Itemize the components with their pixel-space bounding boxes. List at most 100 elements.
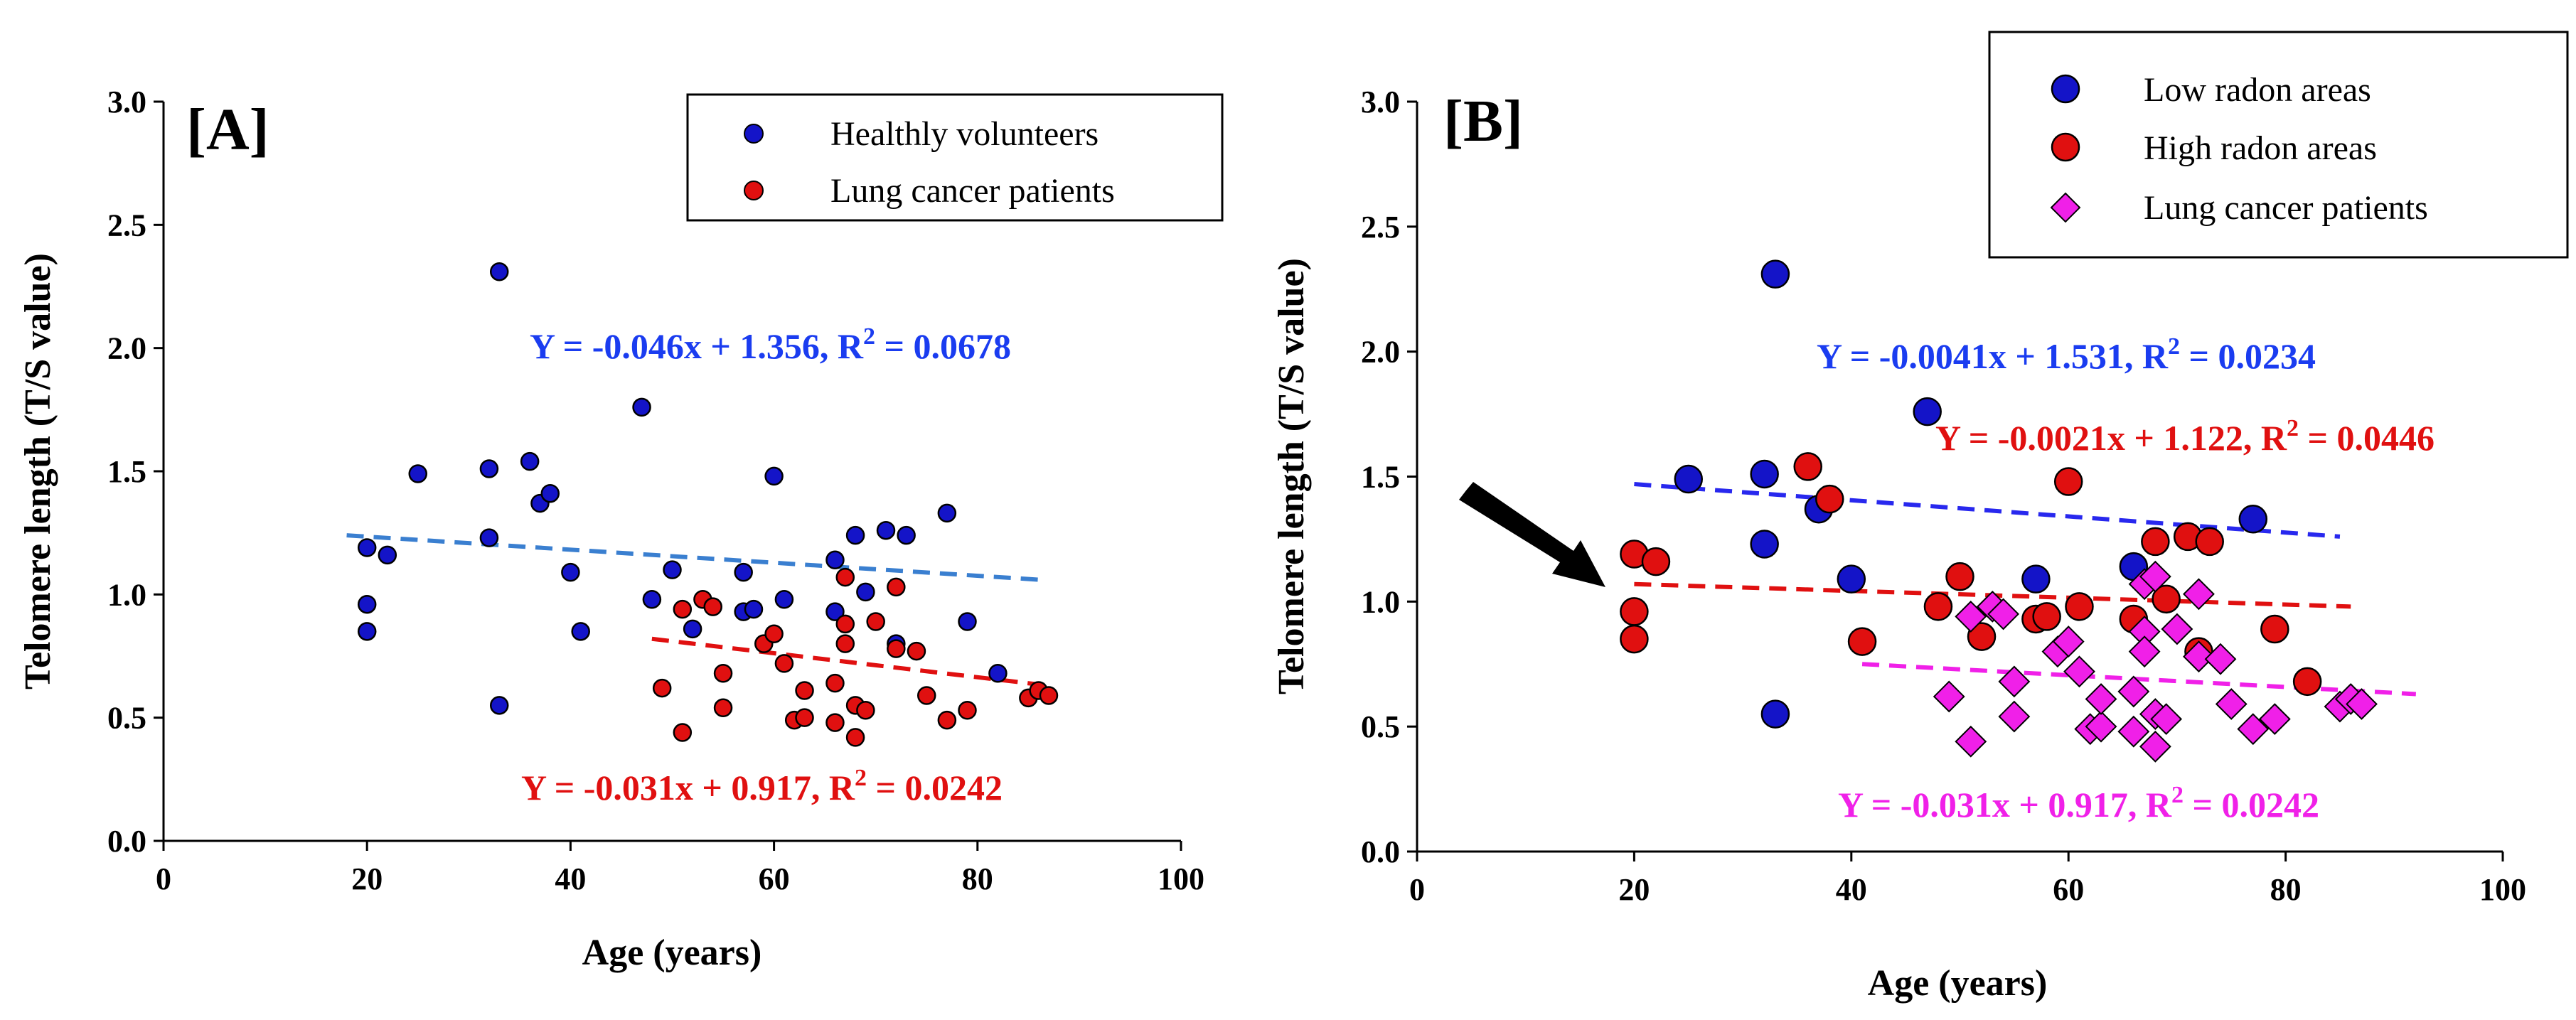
panel-a-series-1-point [825,673,845,693]
legend-healthy-marker [744,124,764,144]
panel-a-series-1-point [835,634,855,653]
panel-b-series-2-point [1955,725,1987,758]
panel-b-series-0-point [1760,699,1790,729]
panel-b-series-2-point [2183,640,2215,673]
panel-a-series-0-point [856,582,875,602]
panel-b-series-1-point [2292,667,2322,697]
panel-a-series-1-point [673,723,693,742]
legend-high-radon-marker [2051,132,2080,162]
panel-a-series-0-point [958,612,977,631]
panel-a-y-tick-label: 1.5 [107,454,146,489]
panel-a-series-1-point [845,728,865,747]
panel-a-y-tick-label: 3.0 [107,85,146,119]
panel-b-x-tick-label: 0 [1409,872,1425,907]
panel-a-series-0-point [663,560,682,579]
panel-a-y-tick-label: 0.5 [107,701,146,736]
panel-a-series-0-point [357,622,377,641]
panel-a-x-tick-label: 60 [759,861,790,896]
panel-b-series-2-point [1987,598,2019,630]
panel-b-series-2-point [2117,675,2150,708]
panel-b-series-2-point [2215,688,2248,720]
panel-a-series-1-point [907,641,926,661]
panel-b-y-tick-label: 1.0 [1361,584,1400,619]
panel-b-y-tick-label: 0.5 [1361,709,1400,744]
panel-b-series-2-point [2063,655,2095,688]
panel-a-x-tick-label: 20 [351,861,383,896]
panel-b-series-2-point [2258,703,2291,736]
panel-a-series-0-point [520,451,540,471]
panel-b-x-tick-label: 60 [2053,872,2084,907]
panel-a-series-1-point [866,612,885,631]
panel-a-series-0-point [357,538,377,557]
panel-a-trendline-1 [651,636,1049,688]
panel-a-series-0-point [561,562,580,582]
panel-b-y-tick-label: 2.5 [1361,210,1400,245]
panel-b-x-axis-label: Age (years) [1868,963,2048,1004]
panel-a-series-0-point [642,590,662,609]
panel-a-series-0-point [845,525,865,545]
panel-b-series-2-point [1933,680,1965,713]
panel-b-series-2-point [2117,715,2150,748]
panel-a-series-1-point [937,710,957,730]
panel-a-series-1-point [856,701,875,720]
panel-b-series-0-point [1674,464,1703,494]
panel-a-series-0-point [825,602,845,621]
annotation-arrow [1459,482,1605,587]
panel-a-y-tick-label: 2.5 [107,208,146,242]
panel-b-label: [B] [1443,88,1523,154]
panel-b-series-2-point [2204,643,2237,675]
panel-b-y-tick-label: 1.5 [1361,460,1400,495]
panel-b-series-1-point [1967,622,1997,651]
panel-a-series-1-point [774,654,794,673]
legend-cancer-label: Lung cancer patients [830,172,1115,210]
panel-a-legend-box [686,93,1224,222]
panel-a-series-1-point [835,614,855,634]
panel-a-series-1-point [652,678,672,698]
panel-b-series-2-point [2085,710,2117,743]
panel-a-label: [A] [186,97,269,163]
panel-b-trendline-2 [1861,662,2417,697]
panel-b-series-1-point [2053,467,2083,496]
panel-b-series-2-point [1955,601,1987,633]
panel-a-x-tick-label: 100 [1158,861,1204,896]
panel-a-y-axis-label: Telomere length (T/S value) [18,253,58,689]
panel-b-series-1-point [1847,627,1877,656]
panel-a-series-0-point [571,622,590,641]
panel-b-series-2-point [2052,626,2085,658]
panel-a-series-1-point [825,713,845,732]
panel-a-legend: Healthly volunteers Lung cancer patients [686,93,1224,222]
panel-a-eq-cancer: Y = -0.031x + 0.917, R2 = 0.0242 [521,765,1003,807]
panel-b-eq-cancer: Y = -0.031x + 0.917, R2 = 0.0242 [1838,782,2319,825]
panel-a-series-0-point [897,525,916,545]
panel-a-series-0-point [489,262,509,281]
panel-b: [B] 0 20 40 60 80 100 0.0 0.5 1.0 1.5 2.0 2.5 3.0 Ag… [1271,31,2569,1004]
panel-b-y-tick-label: 3.0 [1361,85,1400,119]
panel-a-series-1-point [713,664,733,683]
panel-b-x-tick-label: 100 [2479,872,2526,907]
panel-b-series-2-point [1998,665,2031,698]
panel-b-series-1-point [1620,597,1649,626]
panel-b-legend: Low radon areas High radon areas Lung ca… [1988,31,2569,259]
panel-a-series-0-point [825,550,845,570]
legend-cancer-marker [744,181,764,200]
legend-healthy-label: Healthly volunteers [830,115,1099,153]
panel-b-series-1-point [1945,562,1974,591]
panel-b-series-2-point [2139,730,2171,763]
panel-a-series-1-point [764,624,784,644]
panel-b-eq-high-radon: Y = -0.0021x + 1.122, R2 = 0.0446 [1935,415,2435,458]
panel-b-series-2-point [2150,703,2183,736]
panel-a-x-tick-label: 0 [156,861,171,896]
panel-b-x-tick-label: 20 [1618,872,1650,907]
panel-b-y-axis-label: Telomere length (T/S value) [1271,258,1312,694]
panel-a-series-1-point [795,681,814,700]
panel-b-series-2-point [1998,700,2031,733]
panel-b-series-1-point [1793,452,1822,481]
panel-a-series-1-point [673,599,693,619]
panel-b-series-2-point [2346,688,2378,720]
legend-low-radon-label: Low radon areas [2144,71,2371,109]
panel-a-series-0-point [683,619,702,639]
panel-a-series-0-point [408,464,427,483]
panel-b-series-0-point [1760,259,1790,289]
panel-a-series-0-point [734,562,753,582]
